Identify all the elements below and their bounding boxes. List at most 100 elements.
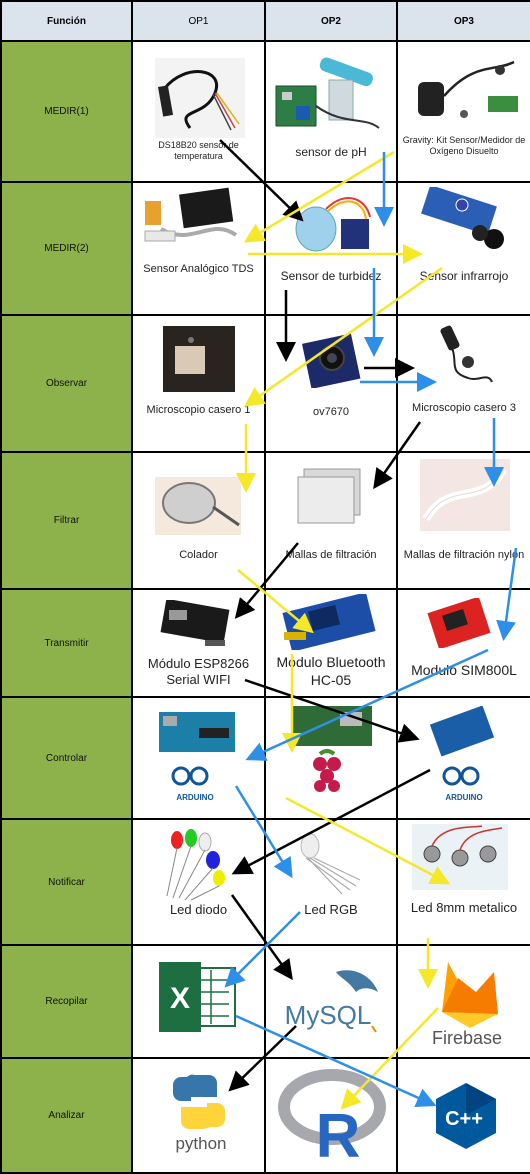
option-cell: Microscopio casero 3 bbox=[396, 314, 530, 453]
option-label: Microscopio casero 1 bbox=[146, 404, 251, 416]
option-cell: ov7670 bbox=[264, 314, 398, 453]
option-label: sensor de pH bbox=[295, 145, 367, 159]
option-cell: Modulo SIM800L bbox=[396, 588, 530, 698]
metal-led-image bbox=[412, 824, 508, 890]
row-filtrar: Filtrar Colador Mallas de filtración bbox=[0, 451, 530, 590]
function-label: MEDIR(2) bbox=[0, 181, 133, 316]
header-row: Función OP1 OP2 OP3 bbox=[0, 0, 530, 42]
cpp-label: C++ bbox=[445, 1108, 483, 1130]
option-label: Microscopio casero 3 bbox=[412, 402, 516, 414]
option-label: DS18B20 sensor de temperatura bbox=[158, 140, 239, 162]
arduino-logo-icon bbox=[442, 766, 480, 786]
function-label: Analizar bbox=[0, 1057, 133, 1174]
strainer-image bbox=[155, 477, 241, 535]
microscope-3-image bbox=[440, 325, 493, 383]
arduino-logo-icon bbox=[171, 766, 209, 786]
option-label: Módulo Bluetooth HC-05 bbox=[276, 654, 386, 688]
function-label: Controlar bbox=[0, 696, 133, 820]
row-recopilar: Recopilar X MySQL bbox=[0, 944, 530, 1059]
option-cell: Módulo Bluetooth HC-05 bbox=[264, 588, 398, 698]
cpp-logo-icon: C++ bbox=[436, 1083, 496, 1149]
row-medir2: MEDIR(2) Sensor Analógico TDS bbox=[0, 181, 530, 316]
firebase-logo-icon: Firebase bbox=[432, 962, 502, 1048]
function-label: Recopilar bbox=[0, 944, 133, 1059]
option-label: Gravity: Kit Sensor/Medidor de Oxígeno D… bbox=[402, 135, 526, 157]
option-label: Sensor Analógico TDS bbox=[143, 263, 254, 275]
function-label: MEDIR(1) bbox=[0, 40, 133, 183]
infrared-sensor-image bbox=[421, 187, 504, 249]
row-notificar: Notificar Led diodo Led bbox=[0, 818, 530, 946]
option-cell: Sensor infrarrojo bbox=[396, 181, 530, 316]
option-label: Modulo SIM800L bbox=[411, 662, 517, 678]
option-cell: ARDUINO bbox=[131, 696, 266, 820]
esp8266-image bbox=[160, 600, 230, 646]
option-label: Led RGB bbox=[304, 902, 358, 917]
option-cell: Sensor Analógico TDS bbox=[131, 181, 266, 316]
option-cell: Módulo ESP8266 Serial WIFI bbox=[131, 588, 266, 698]
hc05-module-image bbox=[282, 594, 376, 650]
option-cell: sensor de pH bbox=[264, 40, 398, 183]
row-analizar: Analizar python R bbox=[0, 1057, 530, 1174]
r-letter: R bbox=[316, 1102, 361, 1165]
option-cell: X bbox=[131, 944, 266, 1059]
option-cell: Led RGB bbox=[264, 818, 398, 946]
option-cell: ARDUINO bbox=[396, 696, 530, 820]
option-cell: Firebase bbox=[396, 944, 530, 1059]
header-op1: OP1 bbox=[131, 0, 266, 42]
option-cell: MySQL bbox=[264, 944, 398, 1059]
option-label: Sensor de turbidez bbox=[280, 269, 382, 283]
option-label: Colador bbox=[179, 549, 218, 561]
option-label: Sensor infrarrojo bbox=[419, 269, 509, 283]
nylon-mesh-image bbox=[420, 459, 510, 531]
temperature-probe-image bbox=[155, 58, 245, 138]
led-rgb-image bbox=[300, 833, 361, 895]
python-wordmark: python bbox=[175, 1134, 226, 1153]
option-cell: Led diodo bbox=[131, 818, 266, 946]
option-cell: R bbox=[264, 1057, 398, 1174]
function-label: Notificar bbox=[0, 818, 133, 946]
led-diodes-image bbox=[166, 829, 225, 901]
camera-module-image bbox=[302, 333, 361, 388]
excel-logo-icon: X bbox=[159, 962, 236, 1032]
option-label: ov7670 bbox=[312, 406, 350, 418]
r-logo-icon: R bbox=[278, 1069, 386, 1165]
raspberry-pi-image bbox=[292, 706, 372, 792]
row-transmitir: Transmitir Módulo ESP8266 Serial WIFI Mó… bbox=[0, 588, 530, 698]
python-logo-icon: python bbox=[173, 1074, 227, 1153]
header-op3: OP3 bbox=[396, 0, 530, 42]
option-label: Led 8mm metalico bbox=[410, 900, 518, 915]
option-cell: python bbox=[131, 1057, 266, 1174]
option-label: Led diodo bbox=[169, 902, 228, 917]
function-label: Observar bbox=[0, 314, 133, 453]
function-label: Transmitir bbox=[0, 588, 133, 698]
option-cell: Microscopio casero 1 bbox=[131, 314, 266, 453]
function-label: Filtrar bbox=[0, 451, 133, 590]
option-cell: Colador bbox=[131, 451, 266, 590]
row-observar: Observar Microscopio casero 1 ov7670 bbox=[0, 314, 530, 453]
mysql-wordmark: MySQL bbox=[285, 1000, 372, 1030]
arduino-wordmark: ARDUINO bbox=[445, 793, 482, 802]
arduino-wordmark: ARDUINO bbox=[176, 793, 213, 802]
option-label: Mallas de filtración nylon bbox=[403, 549, 525, 561]
header-op2: OP2 bbox=[264, 0, 398, 42]
row-medir1: MEDIR(1) DS18B20 sensor de temperatura bbox=[0, 40, 530, 183]
option-cell: C++ bbox=[396, 1057, 530, 1174]
option-cell: Led 8mm metalico bbox=[396, 818, 530, 946]
mysql-logo-icon: MySQL bbox=[285, 970, 378, 1033]
firebase-wordmark: Firebase bbox=[432, 1028, 502, 1048]
turbidity-sensor-image bbox=[295, 197, 371, 252]
option-cell bbox=[264, 696, 398, 820]
oxygen-sensor-image bbox=[418, 60, 518, 118]
option-label: Módulo ESP8266 Serial WIFI bbox=[147, 656, 250, 688]
option-cell: Gravity: Kit Sensor/Medidor de Oxígeno D… bbox=[396, 40, 530, 183]
option-cell: Mallas de filtración nylon bbox=[396, 451, 530, 590]
microscope-1-image bbox=[163, 326, 235, 392]
option-cell: Sensor de turbidez bbox=[264, 181, 398, 316]
arduino-mega-image: ARDUINO bbox=[429, 706, 495, 802]
option-label: Mallas de filtración bbox=[285, 549, 377, 561]
row-controlar: Controlar ARDUINO bbox=[0, 696, 530, 820]
arduino-uno-image: ARDUINO bbox=[159, 712, 235, 802]
ph-sensor-image bbox=[275, 57, 380, 129]
